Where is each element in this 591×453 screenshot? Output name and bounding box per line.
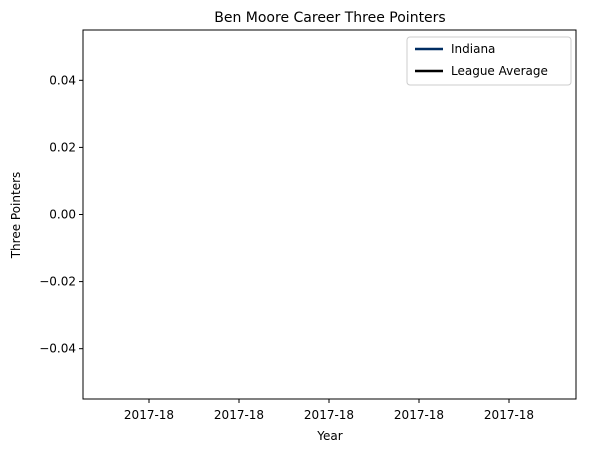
y-tick-label: 0.00 bbox=[49, 208, 76, 222]
plot-area: −0.04 −0.02 0.00 0.02 0.04 2017-18 2017-18 2017… bbox=[39, 29, 577, 422]
legend: Indiana League Average bbox=[406, 36, 572, 86]
x-tick-label: 2017-18 bbox=[304, 408, 354, 422]
x-tick-label: 2017-18 bbox=[394, 408, 444, 422]
y-axis-label: Three Pointers bbox=[9, 172, 23, 260]
legend-label-0: Indiana bbox=[451, 42, 495, 56]
x-tick-label: 2017-18 bbox=[124, 408, 174, 422]
y-tick-label: 0.02 bbox=[49, 140, 76, 154]
x-tick-label: 2017-18 bbox=[214, 408, 264, 422]
y-tick-label: 0.04 bbox=[49, 73, 76, 87]
x-tick-label: 2017-18 bbox=[484, 408, 534, 422]
y-tick-label: −0.04 bbox=[39, 342, 76, 356]
legend-box bbox=[406, 36, 572, 86]
legend-label-1: League Average bbox=[451, 64, 548, 78]
x-axis-label: Year bbox=[316, 429, 342, 443]
chart-title: Ben Moore Career Three Pointers bbox=[214, 10, 445, 26]
y-tick-label: −0.02 bbox=[39, 275, 76, 289]
